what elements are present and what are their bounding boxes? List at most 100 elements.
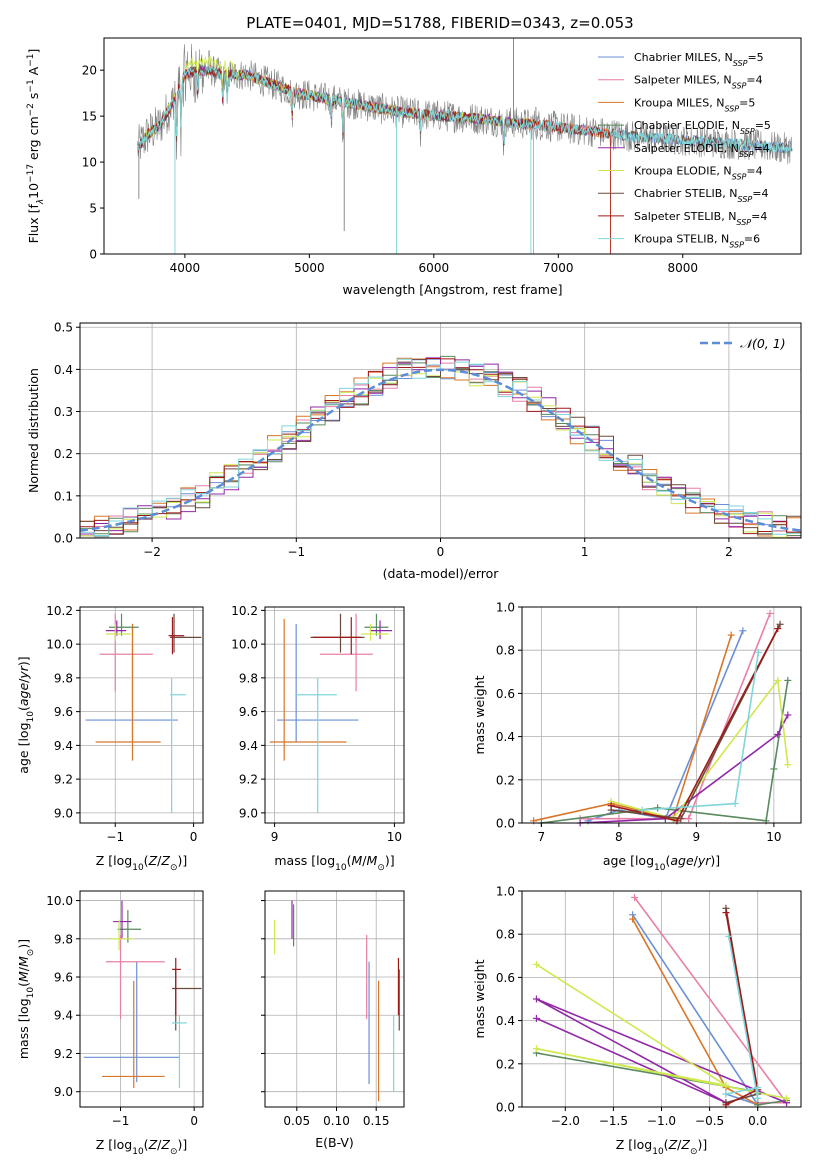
y-tick-label: 9.4 (54, 739, 73, 753)
plus-marker (725, 932, 733, 940)
plus-marker (731, 800, 739, 808)
mass-weight-line (587, 630, 744, 822)
x-tick-label: 0 (437, 545, 445, 559)
legend-label: Kroupa STELIB, NSSP=6 (634, 233, 760, 250)
x-axis-label: (data-model)/error (383, 566, 500, 581)
x-tick-label: −2 (143, 545, 161, 559)
model-spectrum (137, 63, 793, 154)
axes-frame (264, 890, 405, 1108)
errorbar-point (168, 617, 185, 655)
x-tick-label: 0.0 (748, 1114, 767, 1128)
y-tick-label: 0.6 (496, 687, 515, 701)
plus-marker (532, 1045, 540, 1053)
model-spectrum (137, 68, 611, 254)
plus-marker (631, 893, 639, 901)
x-tick-label: −1 (106, 830, 124, 844)
plus-marker (784, 711, 792, 719)
y-tick-label: 20 (82, 64, 97, 78)
y-tick-label: 0.4 (496, 1014, 515, 1028)
axes-frame (264, 606, 405, 824)
x-tick-label: 4000 (170, 261, 201, 275)
frame-mass-vs-Z: −1 0 9.0 9.2 9.4 9.6 9.8 10.0 (46, 890, 204, 1128)
y-tick-label: 9.6 (54, 971, 73, 985)
errorbar-point (269, 618, 347, 761)
axes-age-vs-Z (80, 607, 203, 823)
legend-label: Salpeter MILES, NSSP=4 (634, 74, 763, 91)
y-tick-label: 0.2 (496, 1057, 515, 1071)
y-tick-label: 0.1 (54, 489, 73, 503)
plus-marker (532, 1014, 540, 1022)
plus-marker (783, 1094, 791, 1102)
y-tick-label: 9.2 (54, 1047, 73, 1061)
axes-mass-weight-vs-Z (522, 890, 801, 1109)
plus-marker (722, 909, 730, 917)
x-tick-label: 1 (581, 545, 589, 559)
legend-label: Kroupa MILES, NSSP=5 (634, 96, 755, 113)
y-tick-label: 0.0 (54, 532, 73, 546)
mass-weight-line (725, 936, 759, 1099)
errorbar-point (105, 934, 165, 1020)
y-axis-label: Normed distribution (26, 368, 41, 493)
x-tick-label: −1.0 (647, 1114, 676, 1128)
x-tick-label: 0.10 (323, 1114, 350, 1128)
gaussian-reference (80, 368, 801, 532)
axes-mass-weight-vs-age (522, 606, 801, 827)
y-tick-label: 9.2 (54, 773, 73, 787)
legend-label: Kroupa ELODIE, NSSP=4 (634, 165, 763, 182)
x-tick-label: −2.0 (551, 1114, 580, 1128)
plus-marker (629, 915, 637, 923)
axes-frame (521, 606, 802, 824)
y-tick-label: 9.4 (239, 739, 258, 753)
plus-marker (685, 815, 693, 823)
y-tick-label: 10.0 (231, 638, 258, 652)
y-tick-label: 0.2 (496, 773, 515, 787)
y-tick-label: 0.8 (496, 644, 515, 658)
errorbar-point (296, 677, 337, 813)
mass-weight-line (631, 914, 760, 1107)
y-tick-label: 1.0 (496, 885, 515, 899)
x-tick-label: −1.5 (599, 1114, 628, 1128)
errorbar-point (370, 620, 393, 640)
errorbar-point (360, 623, 389, 641)
x-tick-label: 5000 (294, 261, 325, 275)
errorbar-point (95, 623, 161, 761)
y-tick-label: 9.0 (54, 806, 73, 820)
errorbar-point (170, 677, 186, 813)
errorbar-point (99, 613, 153, 692)
axes-frame (79, 890, 204, 1108)
x-tick-label: −1 (287, 545, 305, 559)
frame-age-vs-mass: 9 10 9.0 9.2 9.4 9.6 9.8 10.0 10.2 (231, 604, 405, 844)
x-tick-label: 10 (766, 830, 781, 844)
y-tick-label: 9.8 (54, 932, 73, 946)
y-tick-label: 0.5 (54, 321, 73, 335)
legend: Chabrier MILES, NSSP=5 Salpeter MILES, NS… (598, 51, 771, 249)
y-tick-label: 0.0 (496, 1101, 515, 1115)
y-tick-label: 0.6 (496, 971, 515, 985)
errorbar-point (172, 957, 181, 1016)
axes-residuals (80, 323, 801, 539)
plus-marker (722, 1090, 730, 1098)
plus-marker (739, 627, 747, 635)
errorbar-point (113, 900, 132, 939)
legend-label: Salpeter STELIB, NSSP=4 (634, 210, 767, 227)
y-tick-label: 10.0 (46, 638, 73, 652)
y-tick-label: 0.0 (496, 817, 515, 831)
y-tick-label: 10.0 (46, 894, 73, 908)
plus-marker (784, 761, 792, 769)
frame-mass-weight-vs-Z: −2.0 −1.5 −1.0 −0.5 0.0 0.0 0.2 0.4 0.6 0.8 1.0 (496, 885, 802, 1128)
x-tick-label: 7 (538, 830, 546, 844)
plus-marker (784, 676, 792, 684)
y-tick-label: 10.2 (46, 604, 73, 618)
x-tick-label: 2 (725, 545, 733, 559)
plus-marker (774, 676, 782, 684)
errorbar-point (170, 613, 202, 653)
errorbar-point (172, 969, 202, 1031)
x-axis-label: mass [log10(M/M⊙)] (274, 853, 394, 873)
errorbar-point (364, 613, 389, 636)
y-tick-label: 0.2 (54, 447, 73, 461)
errorbar-point (102, 980, 165, 1088)
x-tick-label: 8 (615, 830, 623, 844)
y-tick-label: 10 (82, 156, 97, 170)
